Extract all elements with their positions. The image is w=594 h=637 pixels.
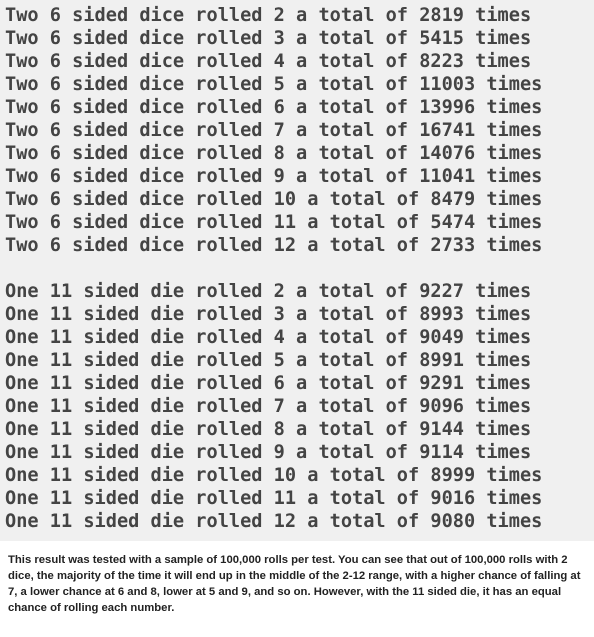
- explanation-caption: This result was tested with a sample of …: [8, 554, 581, 614]
- console-line-two-dice-9: Two 6 sided dice rolled 9 a total of 110…: [5, 166, 543, 187]
- console-line-one-die-4: One 11 sided die rolled 4 a total of 904…: [5, 327, 532, 348]
- console-output: Two 6 sided dice rolled 2 a total of 281…: [0, 0, 594, 541]
- console-line-two-dice-3: Two 6 sided dice rolled 3 a total of 541…: [5, 28, 532, 49]
- console-line-one-die-7: One 11 sided die rolled 7 a total of 909…: [5, 396, 532, 417]
- console-line-two-dice-12: Two 6 sided dice rolled 12 a total of 27…: [5, 235, 543, 256]
- console-line-one-die-8: One 11 sided die rolled 8 a total of 914…: [5, 419, 532, 440]
- console-line-one-die-6: One 11 sided die rolled 6 a total of 929…: [5, 373, 532, 394]
- console-text-block: Two 6 sided dice rolled 2 a total of 281…: [5, 5, 594, 532]
- console-line-one-die-2: One 11 sided die rolled 2 a total of 922…: [5, 281, 532, 302]
- console-line-one-die-11: One 11 sided die rolled 11 a total of 90…: [5, 488, 543, 509]
- console-line-one-die-5: One 11 sided die rolled 5 a total of 899…: [5, 350, 532, 371]
- console-line-two-dice-11: Two 6 sided dice rolled 11 a total of 54…: [5, 212, 543, 233]
- console-line-two-dice-2: Two 6 sided dice rolled 2 a total of 281…: [5, 5, 532, 26]
- console-line-two-dice-8: Two 6 sided dice rolled 8 a total of 140…: [5, 143, 543, 164]
- console-line-two-dice-10: Two 6 sided dice rolled 10 a total of 84…: [5, 189, 543, 210]
- console-line-one-die-12: One 11 sided die rolled 12 a total of 90…: [5, 511, 543, 532]
- console-line-two-dice-6: Two 6 sided dice rolled 6 a total of 139…: [5, 97, 543, 118]
- console-line-two-dice-4: Two 6 sided dice rolled 4 a total of 822…: [5, 51, 532, 72]
- console-line-one-die-3: One 11 sided die rolled 3 a total of 899…: [5, 304, 532, 325]
- blank-line: [5, 257, 594, 280]
- console-line-two-dice-5: Two 6 sided dice rolled 5 a total of 110…: [5, 74, 543, 95]
- console-line-one-die-9: One 11 sided die rolled 9 a total of 911…: [5, 442, 532, 463]
- console-line-one-die-10: One 11 sided die rolled 10 a total of 89…: [5, 465, 543, 486]
- console-line-two-dice-7: Two 6 sided dice rolled 7 a total of 167…: [5, 120, 543, 141]
